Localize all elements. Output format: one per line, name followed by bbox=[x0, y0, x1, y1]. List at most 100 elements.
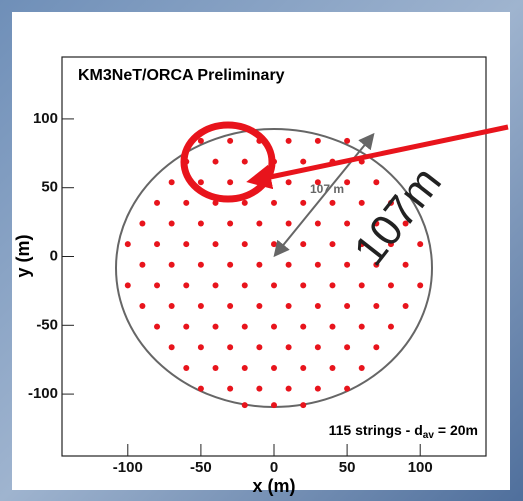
point bbox=[271, 282, 277, 289]
panel bbox=[12, 12, 510, 490]
point bbox=[197, 344, 204, 351]
point bbox=[227, 344, 234, 351]
point bbox=[314, 344, 321, 351]
point bbox=[197, 137, 204, 144]
point bbox=[241, 241, 248, 248]
point bbox=[344, 179, 351, 186]
point bbox=[183, 282, 190, 289]
point bbox=[154, 199, 161, 206]
point bbox=[329, 241, 336, 248]
x-tick-label: -100 bbox=[113, 459, 143, 476]
point bbox=[227, 137, 234, 144]
point bbox=[285, 261, 292, 268]
point bbox=[300, 364, 307, 371]
annotation-subscript: av bbox=[423, 430, 435, 441]
point bbox=[373, 303, 380, 310]
point bbox=[300, 199, 307, 206]
y-tick-label: -100 bbox=[28, 385, 58, 402]
point bbox=[344, 137, 351, 144]
point bbox=[168, 179, 175, 186]
point bbox=[300, 323, 307, 330]
point bbox=[300, 402, 307, 409]
point bbox=[212, 364, 219, 371]
point bbox=[314, 137, 321, 144]
point bbox=[183, 199, 190, 206]
point bbox=[285, 303, 292, 310]
point bbox=[197, 261, 204, 268]
x-axis-label: x (m) bbox=[252, 476, 295, 496]
point bbox=[139, 261, 146, 268]
point bbox=[329, 364, 336, 371]
point bbox=[212, 158, 219, 165]
y-axis-label: y (m) bbox=[13, 234, 33, 277]
point bbox=[154, 323, 161, 330]
point bbox=[197, 220, 204, 227]
point bbox=[300, 241, 307, 248]
point bbox=[314, 385, 321, 392]
point bbox=[212, 241, 219, 248]
point bbox=[241, 402, 248, 409]
point bbox=[358, 199, 365, 206]
point bbox=[358, 364, 365, 371]
point bbox=[197, 385, 204, 392]
y-tick-label: 0 bbox=[50, 247, 58, 264]
annotation-suffix: = 20m bbox=[438, 422, 478, 438]
point bbox=[227, 385, 234, 392]
point bbox=[154, 282, 161, 289]
y-tick-label: 100 bbox=[33, 110, 58, 127]
point bbox=[256, 303, 263, 310]
point bbox=[256, 220, 263, 227]
point bbox=[227, 261, 234, 268]
point bbox=[358, 323, 365, 330]
point bbox=[227, 303, 234, 310]
x-tick-label: -50 bbox=[190, 459, 212, 476]
highlight-ring bbox=[180, 121, 276, 203]
point bbox=[241, 282, 248, 289]
point bbox=[300, 158, 307, 165]
point bbox=[124, 241, 131, 248]
point bbox=[373, 220, 380, 227]
chart-title: KM3NeT/ORCA Preliminary bbox=[78, 67, 285, 84]
point bbox=[227, 220, 234, 227]
annotation: 115 strings - dav = 20m bbox=[329, 422, 478, 441]
point bbox=[402, 220, 409, 227]
point bbox=[387, 199, 394, 206]
point bbox=[227, 179, 234, 186]
point bbox=[197, 303, 204, 310]
point bbox=[271, 323, 277, 330]
point bbox=[314, 261, 321, 268]
point bbox=[241, 364, 248, 371]
point bbox=[417, 282, 424, 289]
point bbox=[124, 282, 131, 289]
point bbox=[329, 282, 336, 289]
point bbox=[344, 303, 351, 310]
distance-label: 107 m bbox=[310, 182, 344, 196]
point bbox=[314, 303, 321, 310]
point bbox=[373, 344, 380, 351]
point bbox=[387, 282, 394, 289]
point bbox=[197, 179, 204, 186]
point bbox=[285, 344, 292, 351]
point bbox=[168, 344, 175, 351]
point bbox=[373, 179, 380, 186]
point bbox=[402, 261, 409, 268]
x-tick-label: 100 bbox=[408, 459, 433, 476]
point bbox=[154, 241, 161, 248]
point bbox=[300, 282, 307, 289]
point bbox=[344, 344, 351, 351]
point bbox=[271, 402, 277, 409]
radius-arrow bbox=[273, 132, 375, 258]
point bbox=[285, 220, 292, 227]
point bbox=[139, 303, 146, 310]
x-tick-label: 0 bbox=[270, 459, 278, 476]
point bbox=[212, 282, 219, 289]
point bbox=[271, 199, 277, 206]
x-tick-label: 50 bbox=[339, 459, 356, 476]
point bbox=[344, 261, 351, 268]
point bbox=[212, 323, 219, 330]
point bbox=[256, 261, 263, 268]
highlight-arrow bbox=[246, 124, 509, 190]
point bbox=[344, 385, 351, 392]
point bbox=[373, 261, 380, 268]
point bbox=[402, 303, 409, 310]
